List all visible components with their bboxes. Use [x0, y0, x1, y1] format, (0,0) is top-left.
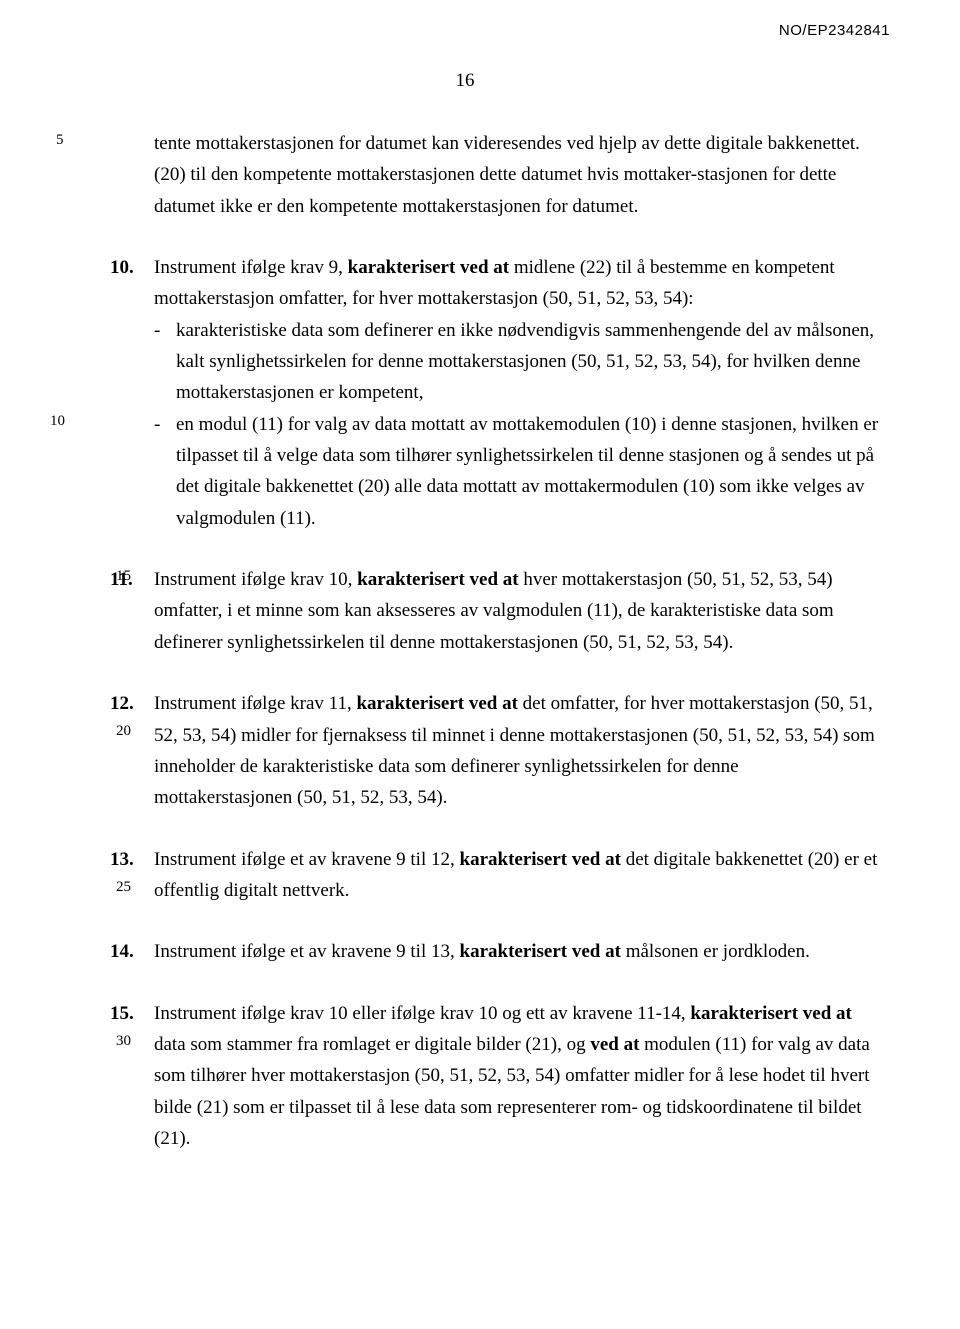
claim-10: 5 10. Instrument ifølge krav 9, karakter…: [110, 252, 880, 534]
claim-bold: karakterisert ved at: [348, 257, 509, 278]
intro-paragraph: tente mottakerstasjonen for datumet kan …: [110, 128, 880, 222]
line-number-30: 30: [116, 1029, 131, 1054]
line-number-20: 20: [116, 719, 131, 744]
claim-number: 12.: [110, 688, 154, 813]
claim-text: målsonen er jordkloden.: [621, 941, 810, 962]
bullet-dash-icon: -: [154, 409, 176, 534]
claim-bold: karakterisert ved at: [690, 1003, 851, 1024]
claim-bold: ved at: [590, 1034, 639, 1055]
document-id: NO/EP2342841: [779, 22, 890, 39]
line-number-5: 5: [56, 128, 64, 153]
line-number-15: 15: [116, 564, 131, 589]
claim-number: 14.: [110, 936, 154, 967]
claim-text: Instrument ifølge et av kravene 9 til 12…: [154, 849, 460, 870]
claim-12: 20 12. Instrument ifølge krav 11, karakt…: [110, 688, 880, 813]
page: NO/EP2342841 16 tente mottakerstasjonen …: [0, 0, 960, 1329]
bullet-dash-icon: -: [154, 315, 176, 409]
bullet-text: karakteristiske data som definerer en ik…: [176, 315, 880, 409]
claim-text: Instrument ifølge krav 9,: [154, 257, 348, 278]
claim-15: 30 15. Instrument ifølge krav 10 eller i…: [110, 998, 880, 1155]
claim-body: Instrument ifølge krav 10 eller ifølge k…: [154, 998, 880, 1155]
claim-text: Instrument ifølge krav 10 eller ifølge k…: [154, 1003, 690, 1024]
claim-bold: karakterisert ved at: [356, 693, 517, 714]
claim-bold: karakterisert ved at: [460, 849, 621, 870]
bullet-text: en modul (11) for valg av data mottatt a…: [176, 409, 880, 534]
claim-number: 10.: [110, 252, 154, 534]
line-number-10: 10: [50, 409, 65, 434]
claim-number: 15.: [110, 998, 154, 1155]
claim-11: 15 11. Instrument ifølge krav 10, karakt…: [110, 564, 880, 658]
content-area: tente mottakerstasjonen for datumet kan …: [50, 128, 880, 1154]
claim-text: Instrument ifølge krav 10,: [154, 569, 357, 590]
claim-13: 25 13. Instrument ifølge et av kravene 9…: [110, 844, 880, 907]
page-number: 16: [50, 70, 880, 92]
claim-text: data som stammer fra romlaget er digital…: [154, 1034, 590, 1055]
claim-14: 14. Instrument ifølge et av kravene 9 ti…: [110, 936, 880, 967]
claim-body: Instrument ifølge et av kravene 9 til 12…: [154, 844, 880, 907]
claim-body: Instrument ifølge krav 9, karakterisert …: [154, 252, 880, 534]
claim-text: Instrument ifølge krav 11,: [154, 693, 356, 714]
claim-body: Instrument ifølge et av kravene 9 til 13…: [154, 936, 880, 967]
claim-body: Instrument ifølge krav 10, karakterisert…: [154, 564, 880, 658]
claim-body: Instrument ifølge krav 11, karakterisert…: [154, 688, 880, 813]
claim-bold: karakterisert ved at: [460, 941, 621, 962]
claim-bold: karakterisert ved at: [357, 569, 518, 590]
bullet-item: - karakteristiske data som definerer en …: [154, 315, 880, 409]
claim-text: Instrument ifølge et av kravene 9 til 13…: [154, 941, 460, 962]
bullet-item: 10 - en modul (11) for valg av data mott…: [154, 409, 880, 534]
line-number-25: 25: [116, 875, 131, 900]
